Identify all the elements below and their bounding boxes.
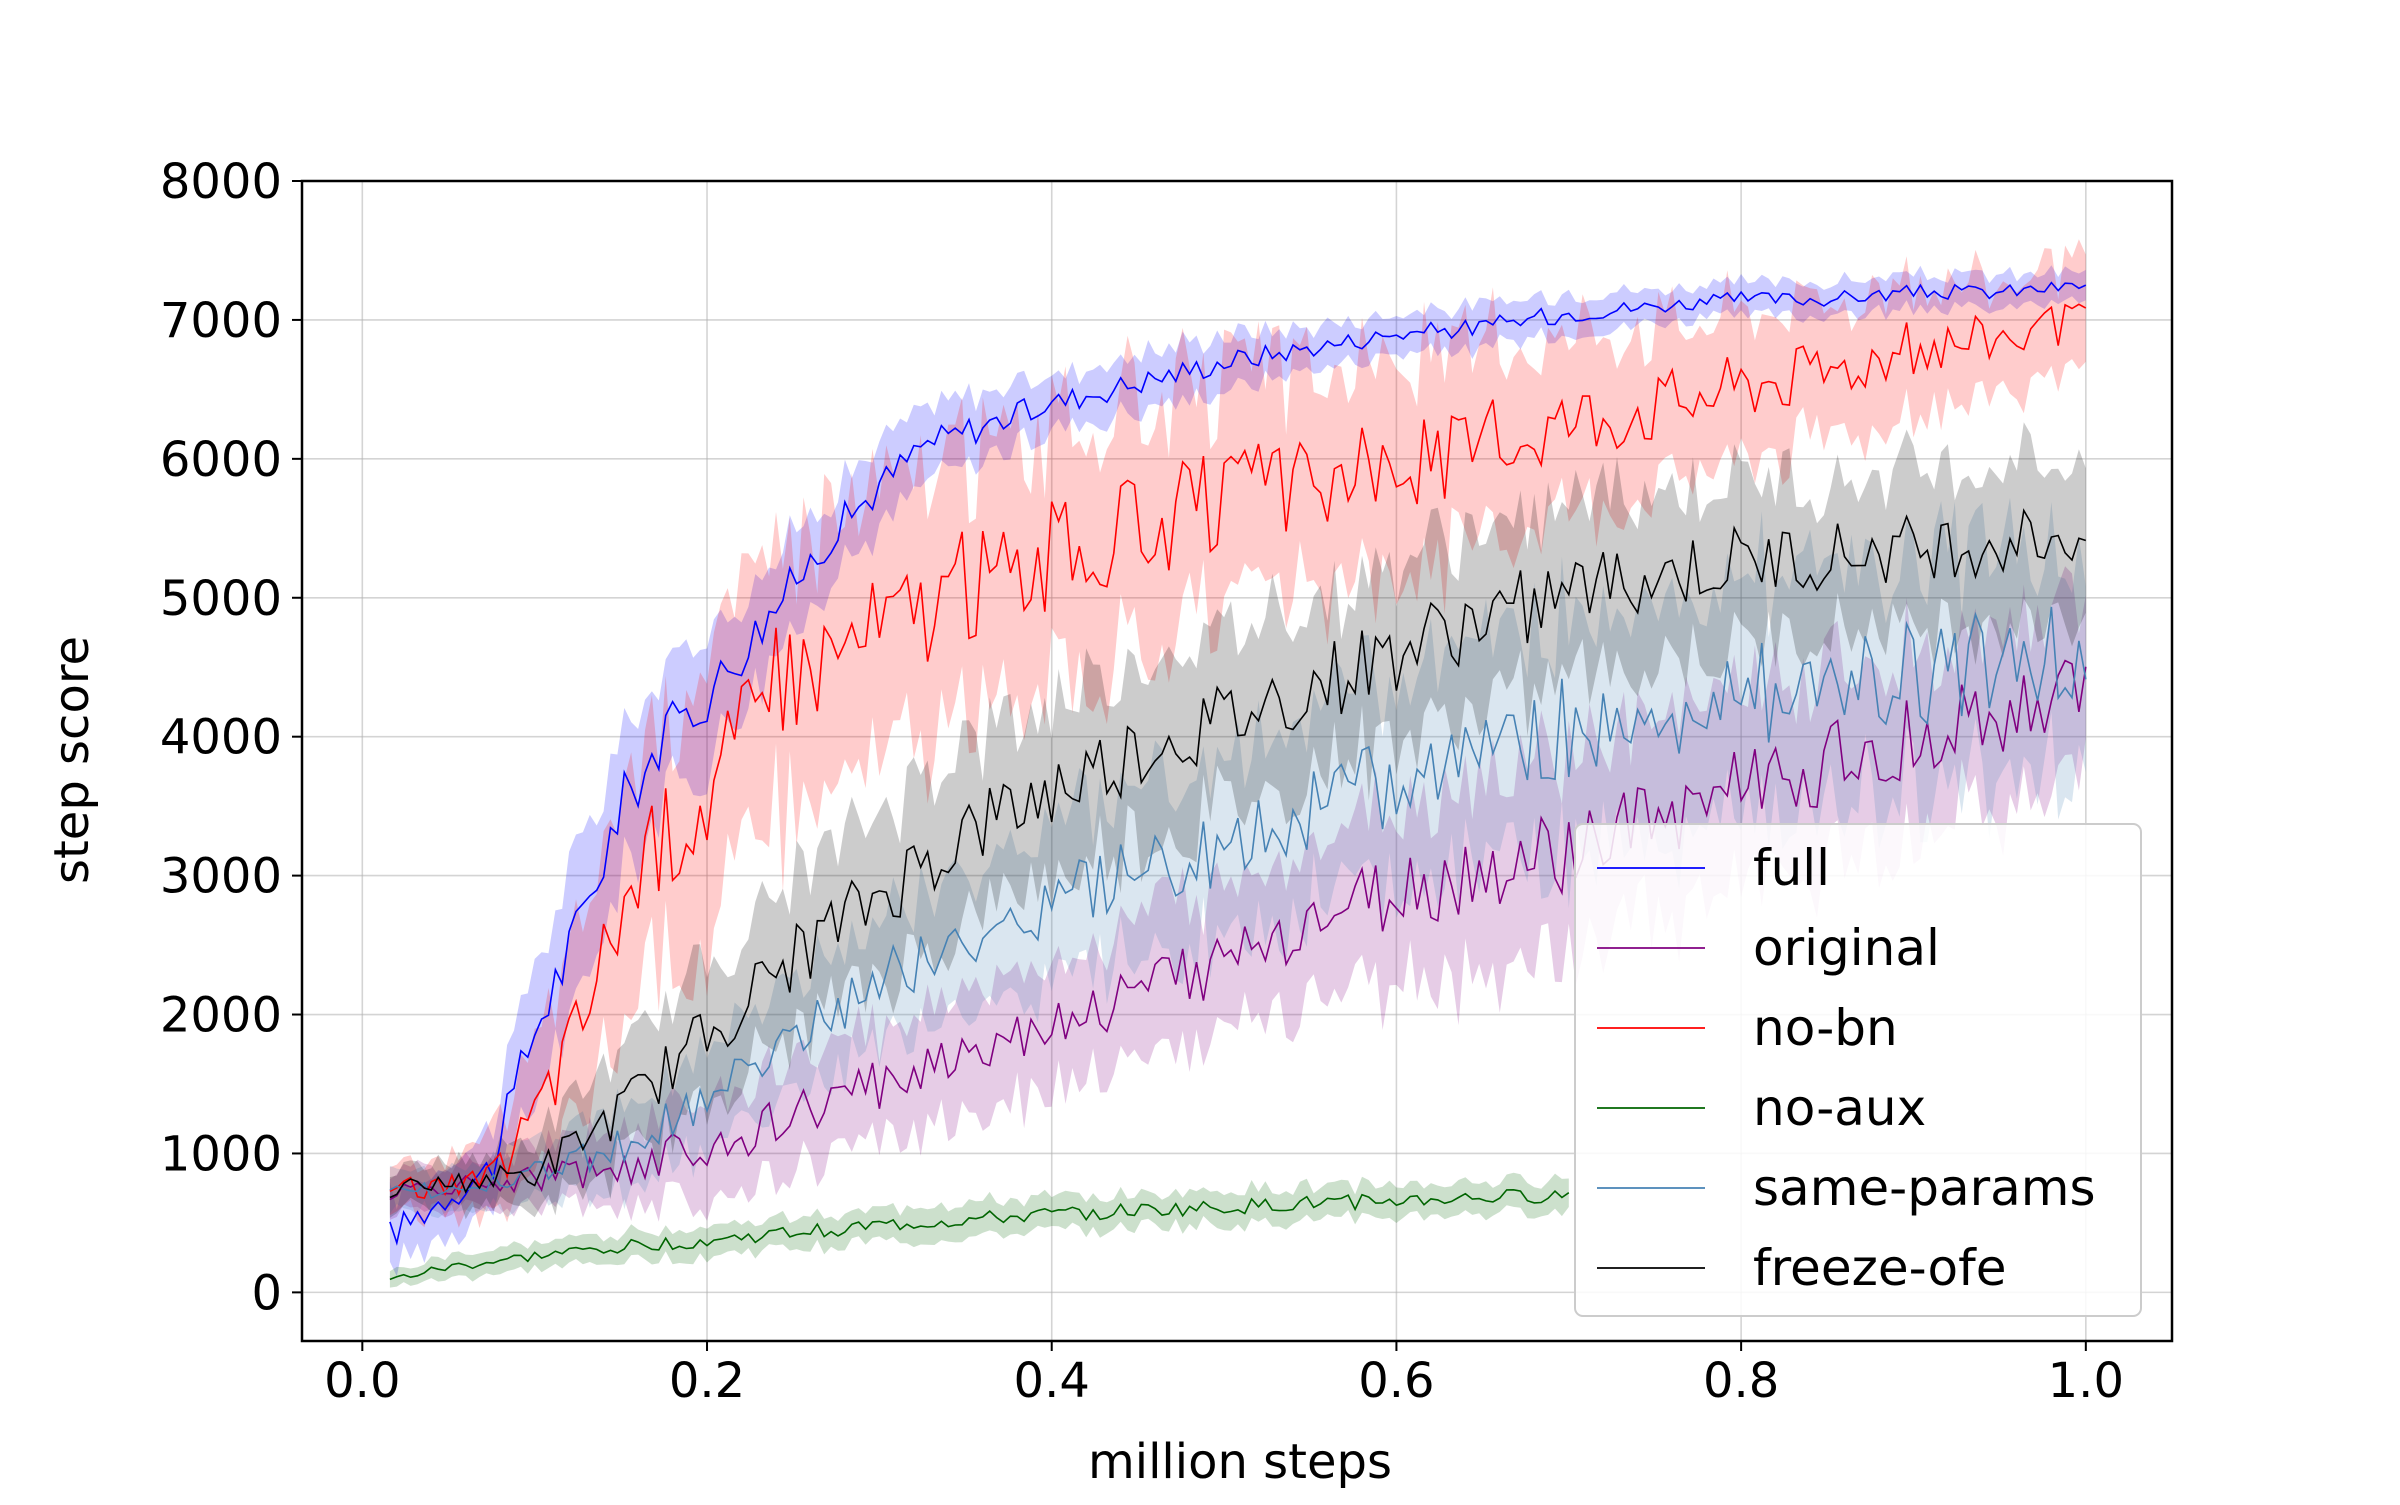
legend: full original no-bn no-aux same-params freeze… — [1574, 823, 2142, 1317]
y-tick-label: 4000 — [160, 710, 282, 766]
legend-label-no-aux: no-aux — [1753, 1079, 1926, 1137]
y-tick-label: 7000 — [160, 293, 282, 349]
y-tick-label: 2000 — [160, 988, 282, 1044]
series-lines — [389, 281, 2087, 1281]
y-axis-label: step score — [44, 636, 100, 884]
band-no-aux — [389, 1172, 1569, 1288]
x-tick-label: 0.8 — [1703, 1353, 1779, 1409]
band-same-params — [389, 497, 2086, 1219]
legend-label-original: original — [1753, 919, 1940, 977]
legend-label-no-bn: no-bn — [1753, 999, 1898, 1057]
y-tick-label: 6000 — [160, 432, 282, 488]
plot-frame — [300, 179, 2174, 1343]
x-tick-label: 0.4 — [1014, 1353, 1090, 1409]
x-axis-label: million steps — [1088, 1434, 1392, 1490]
y-tick-label: 1000 — [160, 1126, 282, 1182]
y-tick-label: 8000 — [160, 154, 282, 210]
line-no-bn — [389, 303, 2087, 1200]
line-no-aux — [389, 1188, 1570, 1281]
legend-label-full: full — [1753, 839, 1830, 897]
x-tick-label: 0.6 — [1358, 1353, 1434, 1409]
legend-box — [1574, 823, 2142, 1317]
band-no-bn — [389, 239, 2086, 1229]
line-freeze-ofe — [389, 508, 2087, 1199]
x-tick-label: 1.0 — [2048, 1353, 2124, 1409]
legend-label-same-params: same-params — [1753, 1159, 2096, 1217]
x-tick-label: 0.0 — [324, 1353, 400, 1409]
line-full — [389, 281, 2087, 1246]
y-tick-label: 0 — [251, 1265, 282, 1321]
y-tick-label: 5000 — [160, 571, 282, 627]
x-tick-label: 0.2 — [669, 1353, 745, 1409]
line-same-params — [389, 606, 2087, 1200]
legend-label-freeze-ofe: freeze-ofe — [1753, 1239, 2007, 1297]
y-tick-label: 3000 — [160, 849, 282, 905]
band-full — [389, 265, 2086, 1277]
axes: 0.0 0.2 0.4 0.6 0.8 1.0 0 1000 2000 3000 4000 5000 6… — [160, 154, 2174, 1409]
